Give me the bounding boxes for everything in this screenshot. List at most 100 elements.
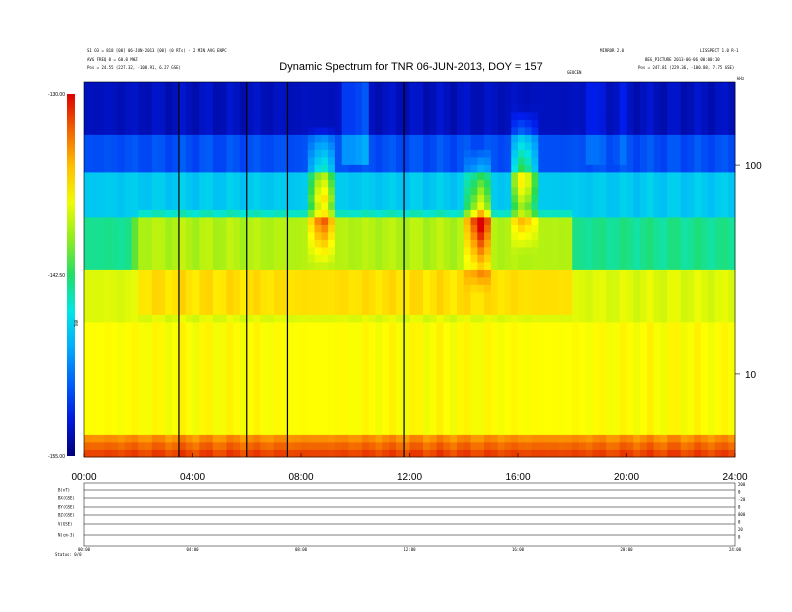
spectrogram-cell xyxy=(239,404,248,413)
spectrogram-cell xyxy=(233,442,241,450)
spectrogram-cell xyxy=(395,277,404,285)
spectrogram-cell xyxy=(375,382,383,390)
spectrogram-cell xyxy=(138,359,146,368)
spectrogram-cell xyxy=(239,329,248,338)
spectrogram-cell xyxy=(206,232,214,240)
spectrogram-cell xyxy=(226,254,234,263)
spectrogram-cell xyxy=(477,104,485,113)
spectrogram-cell xyxy=(470,194,478,203)
spectrogram-cell xyxy=(694,217,702,225)
spectrogram-cell xyxy=(334,292,343,300)
spectrogram-cell xyxy=(362,299,370,308)
spectrogram-cell xyxy=(443,427,451,435)
spectrogram-cell xyxy=(307,284,315,293)
spectrogram-cell xyxy=(545,254,553,263)
spectrogram-cell xyxy=(728,284,736,293)
spectrogram-cell xyxy=(97,89,105,98)
spectrogram-cell xyxy=(531,344,539,353)
spectrogram-cell xyxy=(212,337,221,345)
spectrogram-cell xyxy=(531,269,539,278)
spectrogram-cell xyxy=(260,217,268,225)
spectrogram-cell xyxy=(456,397,465,405)
spectrogram-cell xyxy=(158,172,166,180)
spectrogram-cell xyxy=(551,202,560,210)
spectrogram-cell xyxy=(504,284,512,293)
spectrogram-cell xyxy=(158,419,166,428)
spectrogram-cell xyxy=(90,329,98,338)
spectrogram-cell xyxy=(599,337,607,345)
spectrogram-cell xyxy=(348,157,356,165)
spectrogram-cell xyxy=(619,172,627,180)
spectrogram-cell xyxy=(90,419,98,428)
spectrogram-cell xyxy=(599,322,607,330)
spectrogram-cell xyxy=(111,142,119,150)
spectrogram-cell xyxy=(456,89,465,98)
spectrogram-cell xyxy=(619,209,627,218)
spectrogram-cell xyxy=(260,239,268,248)
spectrogram-cell xyxy=(511,217,519,225)
spectrogram-cell xyxy=(694,232,702,240)
spectrogram-cell xyxy=(518,89,526,98)
spectrogram-cell xyxy=(504,179,512,188)
spectrogram-cell xyxy=(579,449,587,458)
spectrogram-cell xyxy=(612,217,621,225)
spectrogram-cell xyxy=(511,449,519,458)
spectrogram-cell xyxy=(714,202,722,210)
spectrogram-cell xyxy=(389,367,397,375)
spectrogram-cell xyxy=(84,247,92,255)
spectrogram-cell xyxy=(490,382,499,390)
spectrogram-cell xyxy=(429,172,438,180)
spectrogram-cell xyxy=(429,179,438,188)
spectrogram-cell xyxy=(619,269,627,278)
spectrogram-cell xyxy=(111,419,119,428)
spectrogram-cell xyxy=(199,187,207,195)
spectrogram-cell xyxy=(212,284,221,293)
spectrogram-cell xyxy=(592,374,600,383)
spectrogram-cell xyxy=(660,277,668,285)
spectrogram-cell xyxy=(185,239,193,248)
spectrogram-cell xyxy=(307,359,315,368)
spectrogram-cell xyxy=(172,172,180,180)
spectrogram-cell xyxy=(728,127,736,135)
spectrogram-cell xyxy=(477,112,485,120)
spectrogram-cell xyxy=(470,157,478,165)
spectrogram-cell xyxy=(253,202,261,210)
spectrogram-cell xyxy=(612,82,621,90)
spectrogram-cell xyxy=(206,434,214,443)
spectrogram-cell xyxy=(456,134,465,143)
spectrogram-cell xyxy=(260,97,268,105)
spectrogram-cell xyxy=(423,239,431,248)
spectrogram-cell xyxy=(660,89,668,98)
spectrogram-cell xyxy=(585,397,593,405)
spectrogram-cell xyxy=(429,134,438,143)
spectrogram-cell xyxy=(504,149,512,158)
spectrogram-cell xyxy=(382,157,390,165)
spectrogram-cell xyxy=(151,404,159,413)
spectrogram-cell xyxy=(348,172,356,180)
spectrogram-cell xyxy=(185,82,193,90)
spectrogram-cell xyxy=(145,194,153,203)
spectrogram-cell xyxy=(267,254,275,263)
spectrogram-cell xyxy=(314,247,322,255)
spectrogram-cell xyxy=(538,389,546,398)
spectrogram-cell xyxy=(239,277,248,285)
spectrogram-cell xyxy=(206,142,214,150)
spectrogram-cell xyxy=(518,284,526,293)
spectrogram-cell xyxy=(287,337,295,345)
spectrogram-cell xyxy=(667,112,675,120)
spectrogram-cell xyxy=(545,322,553,330)
spectrogram-cell xyxy=(328,187,336,195)
spectrogram-cell xyxy=(518,172,526,180)
spectrogram-cell xyxy=(599,149,607,158)
spectrogram-cell xyxy=(423,314,431,323)
spectrogram-cell xyxy=(714,142,722,150)
spectrogram-cell xyxy=(518,367,526,375)
spectrogram-cell xyxy=(721,434,729,443)
spectrogram-cell xyxy=(362,359,370,368)
spectrogram-cell xyxy=(97,254,105,263)
spectrogram-cell xyxy=(606,82,614,90)
spectrogram-cell xyxy=(212,224,221,233)
spectrogram-cell xyxy=(178,449,187,458)
spectrogram-cell xyxy=(443,307,451,315)
spectrogram-cell xyxy=(301,419,309,428)
